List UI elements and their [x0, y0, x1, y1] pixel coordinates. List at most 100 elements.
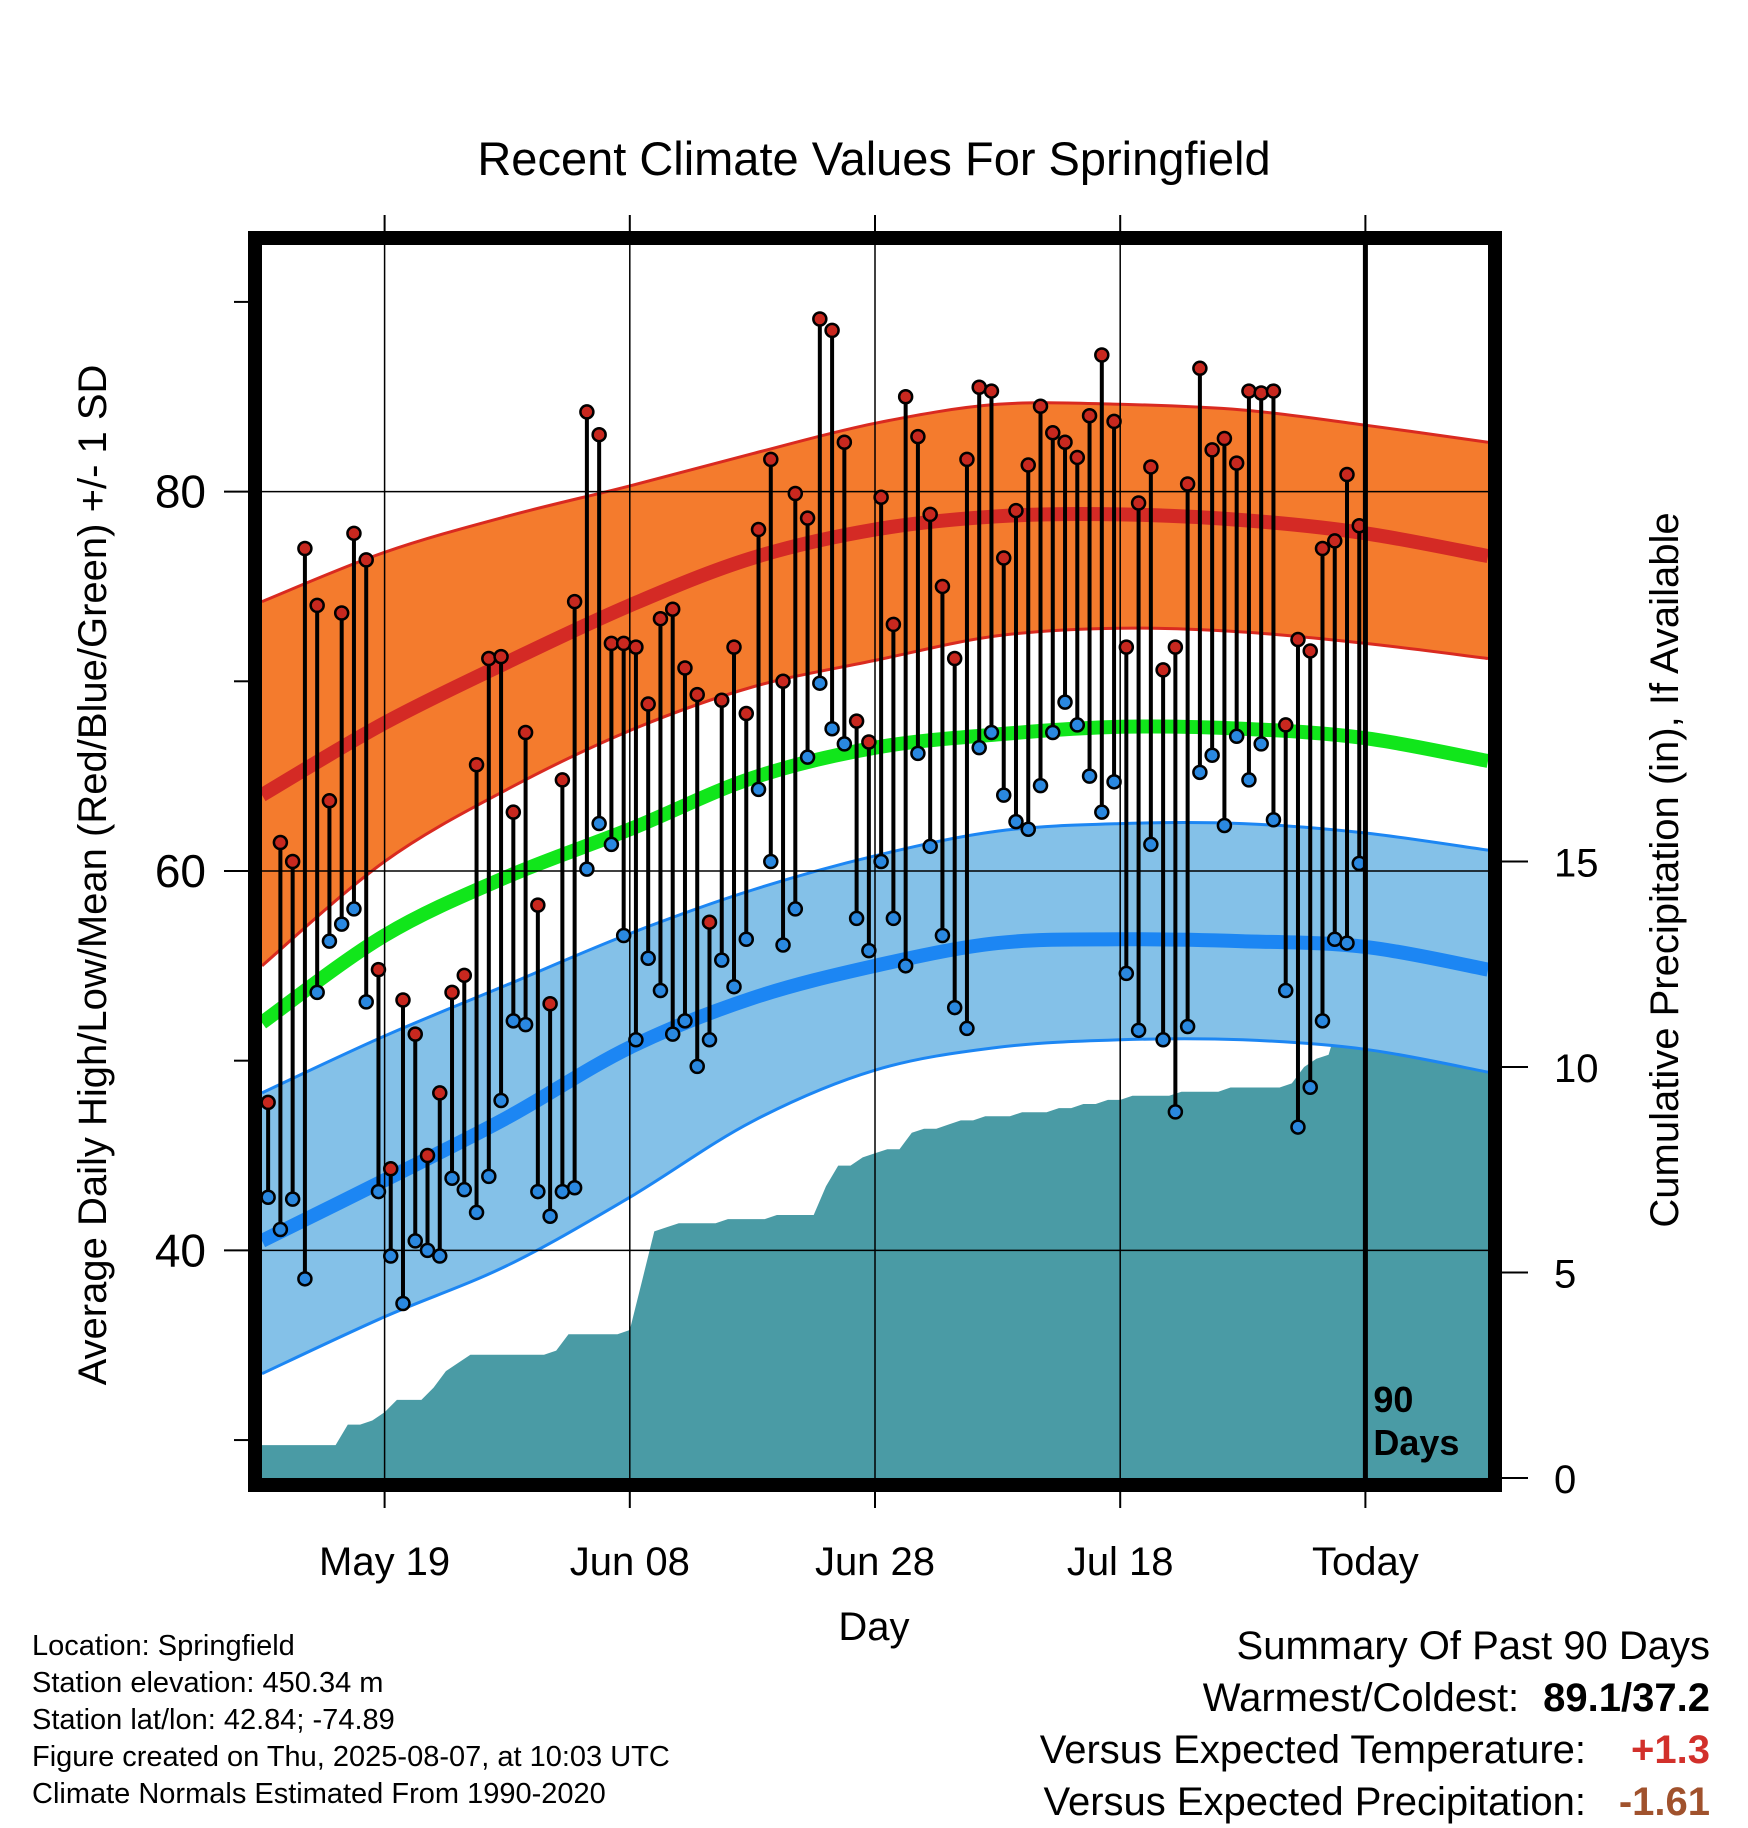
- daily-high-point: [628, 639, 644, 655]
- daily-high-point: [1265, 383, 1282, 399]
- daily-low-point: [1057, 694, 1073, 710]
- daily-low-point: [848, 910, 865, 927]
- daily-high-point: [493, 648, 509, 665]
- daily-low-point: [395, 1295, 411, 1312]
- daily-low-point: [1290, 1119, 1306, 1135]
- daily-high-point: [1106, 413, 1122, 430]
- daily-low-point: [566, 1180, 583, 1196]
- daily-low-point: [824, 720, 840, 737]
- daily-high-point: [1327, 533, 1343, 549]
- daily-low-point: [1204, 747, 1220, 764]
- station-info: Location: Springfield Station elevation:…: [32, 1628, 670, 1813]
- daily-low-point: [284, 1191, 301, 1207]
- daily-low-point: [1192, 764, 1208, 781]
- daily-low-point: [542, 1208, 558, 1224]
- daily-high-point: [983, 383, 1000, 399]
- daily-high-point: [714, 692, 730, 709]
- daily-low-point: [358, 994, 374, 1010]
- daily-low-point: [297, 1271, 313, 1287]
- daily-high-point: [824, 322, 840, 339]
- daily-high-point: [995, 550, 1012, 566]
- daily-low-point: [861, 942, 877, 959]
- daily-high-point: [579, 404, 595, 420]
- daily-high-point: [873, 489, 889, 506]
- daily-low-point: [1106, 774, 1122, 790]
- daily-high-point: [922, 506, 938, 523]
- daily-high-point: [1241, 383, 1257, 399]
- daily-high-point: [297, 540, 313, 557]
- daily-low-point: [370, 1183, 387, 1200]
- daily-low-point: [1155, 1032, 1171, 1048]
- daily-high-point: [1253, 385, 1269, 401]
- daily-low-point: [333, 916, 350, 932]
- elevation-text: Station elevation: 450.34 m: [32, 1667, 384, 1699]
- x-tick-label: Jul 18: [1067, 1540, 1174, 1584]
- summary-panel: Summary Of Past 90 Days Warmest/Coldest:…: [1040, 1620, 1710, 1828]
- daily-high-point: [419, 1147, 436, 1164]
- daily-high-point: [1081, 407, 1098, 424]
- x-tick-label: Jun 08: [570, 1540, 690, 1584]
- daily-low-point: [346, 901, 362, 917]
- daily-low-point: [468, 1204, 485, 1221]
- daily-low-point: [763, 853, 779, 870]
- daily-low-point: [726, 978, 742, 995]
- daily-low-point: [517, 1016, 534, 1033]
- daily-low-point: [934, 927, 951, 944]
- daily-low-point: [971, 739, 987, 756]
- daily-high-point: [1118, 639, 1135, 655]
- daily-low-point: [1228, 728, 1245, 745]
- daily-high-point: [407, 1026, 423, 1042]
- daily-high-point: [652, 610, 669, 627]
- y-left-tick-label: 80: [155, 466, 206, 518]
- daily-high-point: [726, 639, 742, 655]
- daily-high-point: [1130, 495, 1147, 511]
- daily-low-point: [910, 745, 926, 762]
- x-axis-label: Day: [838, 1605, 909, 1649]
- daily-high-point: [1228, 455, 1245, 471]
- daily-low-point: [628, 1032, 644, 1048]
- daily-low-point: [897, 958, 914, 974]
- daily-high-point: [333, 605, 350, 621]
- daily-low-point: [1094, 804, 1110, 820]
- daily-high-point: [885, 616, 902, 633]
- daily-low-point: [873, 853, 889, 870]
- daily-high-point: [946, 650, 963, 667]
- daily-high-point: [897, 389, 914, 405]
- daily-high-point: [689, 686, 705, 703]
- daily-low-point: [738, 931, 755, 948]
- daily-low-point: [959, 1020, 975, 1037]
- daily-low-point: [1253, 736, 1269, 752]
- created-text: Figure created on Thu, 2025-08-07, at 10…: [32, 1741, 670, 1773]
- chart-title: Recent Climate Values For Springfield: [477, 132, 1270, 185]
- daily-high-point: [1277, 717, 1294, 733]
- daily-high-point: [861, 734, 877, 750]
- daily-low-point: [1118, 965, 1135, 982]
- daily-low-point: [444, 1170, 460, 1187]
- daily-low-point: [1167, 1104, 1184, 1120]
- daily-high-point: [321, 793, 338, 809]
- daily-high-point: [358, 552, 374, 568]
- daily-high-point: [395, 992, 411, 1008]
- temp-value: +1.3: [1631, 1728, 1710, 1772]
- daily-high-point: [787, 485, 804, 502]
- daily-low-point: [640, 950, 656, 966]
- y-right-tick-label: 0: [1554, 1458, 1576, 1502]
- daily-high-point: [1290, 631, 1306, 648]
- daily-low-point: [836, 736, 853, 752]
- daily-low-point: [591, 815, 607, 832]
- precip-value: -1.61: [1618, 1780, 1710, 1824]
- y-right-tick-label: 10: [1554, 1047, 1599, 1091]
- daily-low-point: [615, 927, 632, 944]
- daily-high-point: [910, 428, 926, 445]
- daily-high-point: [1094, 347, 1110, 363]
- daily-high-point: [775, 673, 791, 690]
- daily-high-point: [799, 510, 816, 526]
- daily-high-point: [763, 451, 779, 468]
- daily-low-point: [701, 1032, 718, 1048]
- daily-low-point: [664, 1026, 681, 1042]
- daily-high-point: [370, 961, 387, 978]
- daily-low-point: [1045, 724, 1061, 741]
- daily-high-point: [382, 1161, 399, 1177]
